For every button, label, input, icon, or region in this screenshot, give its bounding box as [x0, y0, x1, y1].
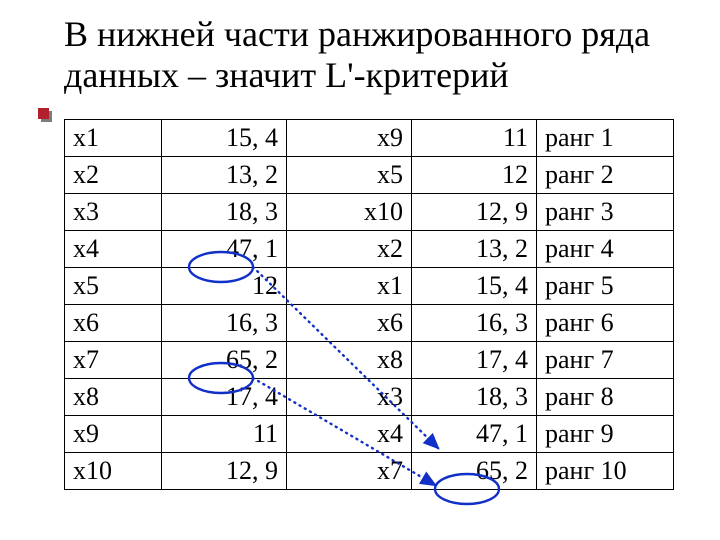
cell-b: 17, 4 [162, 378, 287, 415]
cell-a: x6 [65, 304, 162, 341]
cell-d: 65, 2 [412, 452, 537, 489]
cell-e: ранг 9 [537, 415, 674, 452]
cell-e: ранг 8 [537, 378, 674, 415]
cell-e: ранг 2 [537, 156, 674, 193]
cell-b: 16, 3 [162, 304, 287, 341]
cell-d: 11 [412, 119, 537, 156]
cell-b: 18, 3 [162, 193, 287, 230]
slide: В нижней части ранжированного ряда данны… [0, 0, 720, 540]
table-row: x1012, 9x765, 2ранг 10 [65, 452, 674, 489]
table-row: x817, 4x318, 3ранг 8 [65, 378, 674, 415]
cell-a: x7 [65, 341, 162, 378]
cell-b: 12, 9 [162, 452, 287, 489]
cell-e: ранг 7 [537, 341, 674, 378]
cell-c: x8 [287, 341, 412, 378]
slide-title: В нижней части ранжированного ряда данны… [64, 14, 680, 97]
cell-d: 15, 4 [412, 267, 537, 304]
cell-b: 11 [162, 415, 287, 452]
cell-a: x10 [65, 452, 162, 489]
cell-b: 15, 4 [162, 119, 287, 156]
cell-c: x1 [287, 267, 412, 304]
cell-a: x9 [65, 415, 162, 452]
cell-e: ранг 5 [537, 267, 674, 304]
cell-b: 13, 2 [162, 156, 287, 193]
cell-d: 16, 3 [412, 304, 537, 341]
cell-b: 65, 2 [162, 341, 287, 378]
cell-c: x2 [287, 230, 412, 267]
table-row: x512x115, 4ранг 5 [65, 267, 674, 304]
cell-a: x1 [65, 119, 162, 156]
table-row: x447, 1x213, 2ранг 4 [65, 230, 674, 267]
cell-e: ранг 1 [537, 119, 674, 156]
cell-d: 12 [412, 156, 537, 193]
table-row: x616, 3x616, 3ранг 6 [65, 304, 674, 341]
table-row: x911x447, 1ранг 9 [65, 415, 674, 452]
cell-e: ранг 3 [537, 193, 674, 230]
table-row: x115, 4x911ранг 1 [65, 119, 674, 156]
table-row: x213, 2x512ранг 2 [65, 156, 674, 193]
cell-c: x10 [287, 193, 412, 230]
cell-e: ранг 6 [537, 304, 674, 341]
cell-e: ранг 10 [537, 452, 674, 489]
cell-b: 47, 1 [162, 230, 287, 267]
cell-a: x4 [65, 230, 162, 267]
cell-d: 47, 1 [412, 415, 537, 452]
cell-c: x4 [287, 415, 412, 452]
cell-e: ранг 4 [537, 230, 674, 267]
cell-c: x6 [287, 304, 412, 341]
cell-a: x2 [65, 156, 162, 193]
cell-c: x9 [287, 119, 412, 156]
data-table: x115, 4x911ранг 1x213, 2x512ранг 2x318, … [64, 119, 674, 490]
cell-d: 13, 2 [412, 230, 537, 267]
cell-c: x3 [287, 378, 412, 415]
cell-d: 12, 9 [412, 193, 537, 230]
cell-c: x7 [287, 452, 412, 489]
cell-b: 12 [162, 267, 287, 304]
table-row: x765, 2x817, 4ранг 7 [65, 341, 674, 378]
cell-a: x3 [65, 193, 162, 230]
cell-c: x5 [287, 156, 412, 193]
cell-a: x8 [65, 378, 162, 415]
cell-a: x5 [65, 267, 162, 304]
table-row: x318, 3x1012, 9ранг 3 [65, 193, 674, 230]
cell-d: 18, 3 [412, 378, 537, 415]
cell-d: 17, 4 [412, 341, 537, 378]
accent-square-icon [38, 108, 52, 122]
